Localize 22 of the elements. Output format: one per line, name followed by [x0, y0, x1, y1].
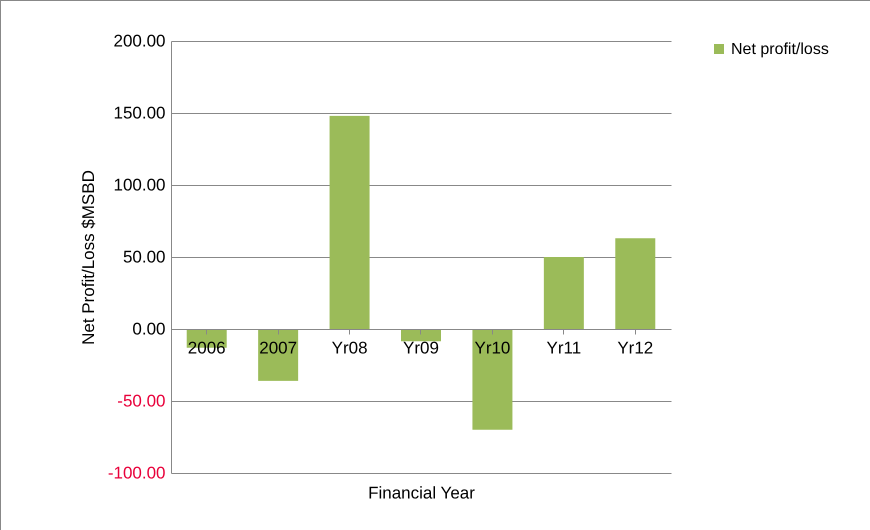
bar — [615, 238, 656, 329]
x-tick-label: 2007 — [259, 338, 298, 358]
bar — [544, 257, 584, 329]
x-tick-label: Yr12 — [617, 338, 654, 358]
y-tick-label: 200.00 — [114, 32, 166, 50]
y-tick-label: 0.00 — [132, 320, 166, 338]
y-tick-label: -100.00 — [108, 464, 166, 482]
y-tick-label: 150.00 — [114, 104, 166, 122]
y-tick-label: -50.00 — [117, 392, 166, 410]
bar — [401, 329, 441, 342]
y-tick-label: 50.00 — [122, 248, 166, 266]
x-tick-label: Yr08 — [332, 338, 368, 358]
bar — [472, 329, 512, 430]
bar — [258, 329, 298, 381]
x-tick-label: Yr11 — [546, 338, 582, 358]
x-axis-title: Financial Year — [368, 484, 476, 502]
bar — [330, 116, 370, 329]
x-tick-label: Yr10 — [474, 338, 510, 358]
y-tick-label: 100.00 — [114, 176, 166, 194]
y-axis-title: Net Profit/Loss $MSBD — [78, 170, 98, 345]
x-tick-label: Yr09 — [403, 338, 439, 358]
legend-label: Net profit/loss — [731, 41, 829, 58]
